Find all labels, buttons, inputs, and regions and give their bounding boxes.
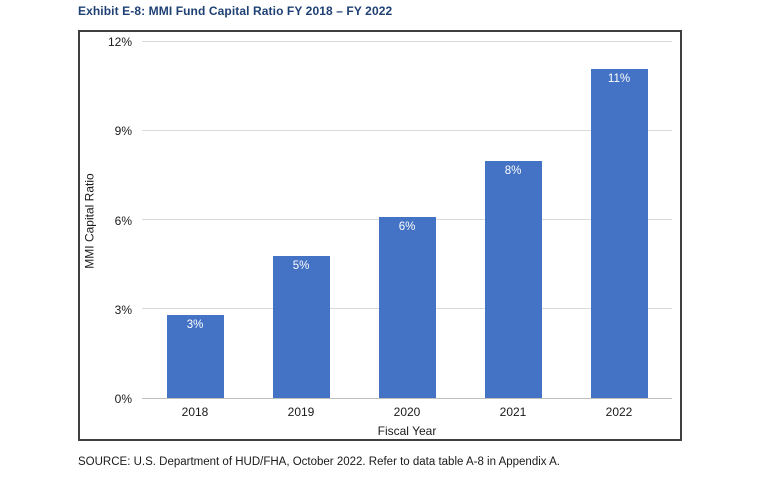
plot-area: 3% 5% 6% 8% 11% (142, 41, 672, 399)
bar-2022: 11% (590, 68, 648, 398)
bar-cell: 6% (354, 42, 460, 398)
bar-cell: 11% (566, 42, 672, 398)
bar-data-label: 3% (186, 318, 204, 331)
bar-2019: 5% (272, 255, 330, 398)
bar-data-label: 8% (504, 164, 522, 177)
bar-2021: 8% (484, 160, 542, 398)
y-tick-label: 6% (114, 213, 132, 228)
bar-data-label: 5% (292, 259, 310, 272)
y-axis-ticks: 0% 3% 6% 9% 12% (80, 35, 132, 406)
x-tick-label: 2021 (499, 405, 527, 419)
bar-cell: 3% (142, 42, 248, 398)
y-tick-label: 9% (114, 124, 132, 139)
bar-cell: 8% (460, 42, 566, 398)
x-tick-label: 2018 (181, 405, 209, 419)
bar-data-label: 11% (607, 72, 631, 85)
y-tick-label: 0% (114, 392, 132, 406)
x-axis-title: Fiscal Year (377, 424, 437, 438)
gridline (142, 130, 672, 131)
gridline (142, 41, 672, 42)
bars-layer: 3% 5% 6% 8% 11% (142, 42, 672, 398)
x-tick-label: 2022 (605, 405, 633, 419)
x-axis-labels: 2018 2019 2020 2021 2022 (142, 405, 672, 419)
source-note: SOURCE: U.S. Department of HUD/FHA, Octo… (78, 456, 560, 468)
y-tick-label: 12% (107, 35, 132, 49)
x-tick-label: 2019 (287, 405, 315, 419)
y-tick-label: 3% (114, 302, 132, 317)
bar-cell: 5% (248, 42, 354, 398)
bar-2018: 3% (166, 314, 224, 398)
bar-data-label: 6% (398, 221, 416, 234)
x-tick-label: 2020 (393, 405, 421, 419)
chart-frame: MMI Capital Ratio 0% 3% 6% 9% 12% 3% 5% 6% 8% 11… (78, 30, 682, 441)
exhibit-title: Exhibit E-8: MMI Fund Capital Ratio FY 2… (78, 4, 393, 18)
bar-2020: 6% (378, 217, 436, 398)
